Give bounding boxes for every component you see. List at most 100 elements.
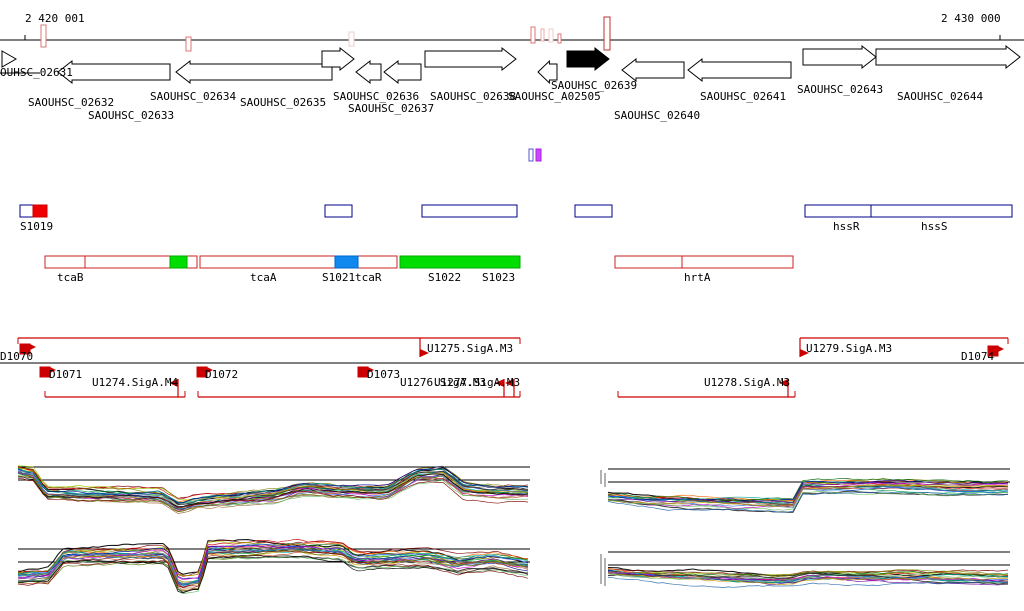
promoter-flag-U1279.SigA.M3[interactable]: [800, 349, 809, 357]
srna-feature[interactable]: [324, 204, 353, 218]
gene-arrow-SAOUHSC_02643[interactable]: [802, 44, 877, 70]
small-feature[interactable]: [535, 148, 542, 162]
expression-trace: [17, 543, 529, 586]
gene-arrow-cut[interactable]: [1, 50, 18, 68]
terminator-flag-D1073: [368, 367, 374, 373]
operon-feature-label: tcaR: [355, 271, 382, 284]
srna-feature[interactable]: [804, 204, 1013, 218]
expression-trace: [17, 541, 529, 577]
promoter-flag-U1278.SigA.M3[interactable]: [779, 379, 788, 387]
operon-feature[interactable]: [614, 255, 794, 269]
gene-arrow-SAOUHSC_02644[interactable]: [875, 44, 1021, 70]
gene-label: SAOUHSC_02635: [240, 96, 327, 109]
expression-trace: [607, 572, 1009, 585]
srna-feature[interactable]: [19, 204, 34, 218]
gene-label: SAOUHSC_02639: [551, 79, 638, 92]
operon-feature[interactable]: [334, 255, 359, 269]
regulatory-label: D1071: [49, 368, 83, 381]
expression-trace: [608, 574, 1009, 585]
gene-arrow-SAOUHSC_02632[interactable]: [57, 59, 171, 85]
small-feature[interactable]: [528, 148, 534, 162]
operon-feature[interactable]: [169, 255, 188, 269]
expression-trace: [17, 549, 529, 592]
expression-trace: [17, 466, 529, 505]
ruler-start-label: 2 420 001: [25, 12, 85, 25]
gene-arrow-SAOUHSC_02640[interactable]: [621, 57, 685, 83]
expression-trace: [607, 491, 1009, 513]
operon-feature-label: S1021: [322, 271, 356, 284]
expression-trace: [17, 539, 529, 577]
gene-label: SAOUHSC_02643: [797, 83, 884, 96]
gene-arrow-SAOUHSC_02641[interactable]: [687, 57, 792, 83]
expression-trace: [17, 547, 529, 585]
promoter-flag-U1277.SigA.M3[interactable]: [505, 379, 514, 387]
promoter-flag-U1276.SigA.M3[interactable]: [495, 379, 504, 387]
regulatory-label: U1276.SigA.M3: [400, 376, 487, 389]
regulatory-label: U1275.SigA.M3: [427, 342, 514, 355]
srna-feature[interactable]: [32, 204, 48, 218]
regulatory-label: U1277.SigA.M3: [434, 376, 521, 389]
gene-label: SAOUHSC_02634: [150, 90, 237, 103]
ruler-feature[interactable]: [40, 24, 47, 48]
operon-feature[interactable]: [199, 255, 398, 269]
gene-arrow-SAOUHSC_02637[interactable]: [383, 59, 422, 85]
gene-arrow-SAOUHSC_02639[interactable]: [566, 46, 610, 72]
regulatory-label: U1279.SigA.M3: [806, 342, 893, 355]
gene-label: SAOUHSC_A02505: [508, 90, 601, 103]
expression-trace: [17, 550, 529, 588]
expression-band-1: [17, 539, 529, 595]
terminator-flag-D1072: [207, 367, 213, 373]
srna-feature[interactable]: [574, 204, 613, 218]
operon-feature-label: S1022: [428, 271, 462, 284]
ruler-feature[interactable]: [557, 33, 562, 44]
ruler-feature[interactable]: [185, 36, 192, 52]
operon-feature[interactable]: [44, 255, 198, 269]
expression-trace: [17, 550, 529, 588]
expression-trace: [607, 484, 1009, 507]
promoter-flag-U1274.SigA.M4[interactable]: [169, 379, 178, 387]
gene-label: OUHSC_02631: [0, 66, 73, 79]
expression-band-0: [17, 465, 529, 514]
gene-label: SAOUHSC_02640: [614, 109, 701, 122]
srna-feature-label: hssR: [833, 220, 860, 233]
expression-band-2: [607, 478, 1009, 513]
expression-trace: [17, 474, 529, 513]
srna-feature-label: hssS: [921, 220, 948, 233]
operon-feature[interactable]: [399, 255, 521, 269]
operon-feature-label: tcaB: [57, 271, 84, 284]
gene-label: SAOUHSC_02641: [700, 90, 787, 103]
gene-label: SAOUHSC_02638: [430, 90, 517, 103]
regulatory-label: D1074: [961, 350, 995, 363]
terminator-flag-D1071: [50, 367, 56, 373]
expression-trace: [607, 572, 1009, 585]
ruler-feature[interactable]: [348, 31, 355, 47]
gene-label: SAOUHSC_02644: [897, 90, 984, 103]
expression-trace: [17, 554, 529, 594]
operon-feature-label: tcaA: [250, 271, 277, 284]
expression-trace: [17, 465, 529, 504]
srna-feature-label: S1019: [20, 220, 54, 233]
gene-label: SAOUHSC_02637: [348, 102, 435, 115]
gene-arrow-SAOUHSC_02636[interactable]: [355, 59, 382, 85]
gene-arrow-SAOUHSC_02634[interactable]: [175, 59, 333, 85]
srna-feature[interactable]: [421, 204, 518, 218]
expression-trace: [607, 479, 1009, 502]
gene-label: SAOUHSC_02632: [28, 96, 115, 109]
regulatory-label: D1073: [367, 368, 401, 381]
gene-arrow-SAOUHSC_02638[interactable]: [424, 46, 517, 72]
expression-trace: [17, 547, 529, 589]
expression-trace: [607, 483, 1009, 505]
gene-label: SAOUHSC_02633: [88, 109, 175, 122]
gene-arrow-SAOUHSC_02635[interactable]: [321, 46, 355, 72]
ruler-feature[interactable]: [603, 16, 611, 51]
gene-arrow-SAOUHSC_A02505[interactable]: [537, 59, 558, 85]
expression-trace: [17, 539, 529, 577]
ruler-feature[interactable]: [540, 28, 545, 42]
expression-trace: [607, 478, 1008, 502]
ruler-feature[interactable]: [530, 26, 536, 44]
ruler-feature[interactable]: [548, 28, 554, 43]
promoter-flag-U1275.SigA.M3[interactable]: [420, 349, 429, 357]
expression-trace: [17, 472, 529, 509]
